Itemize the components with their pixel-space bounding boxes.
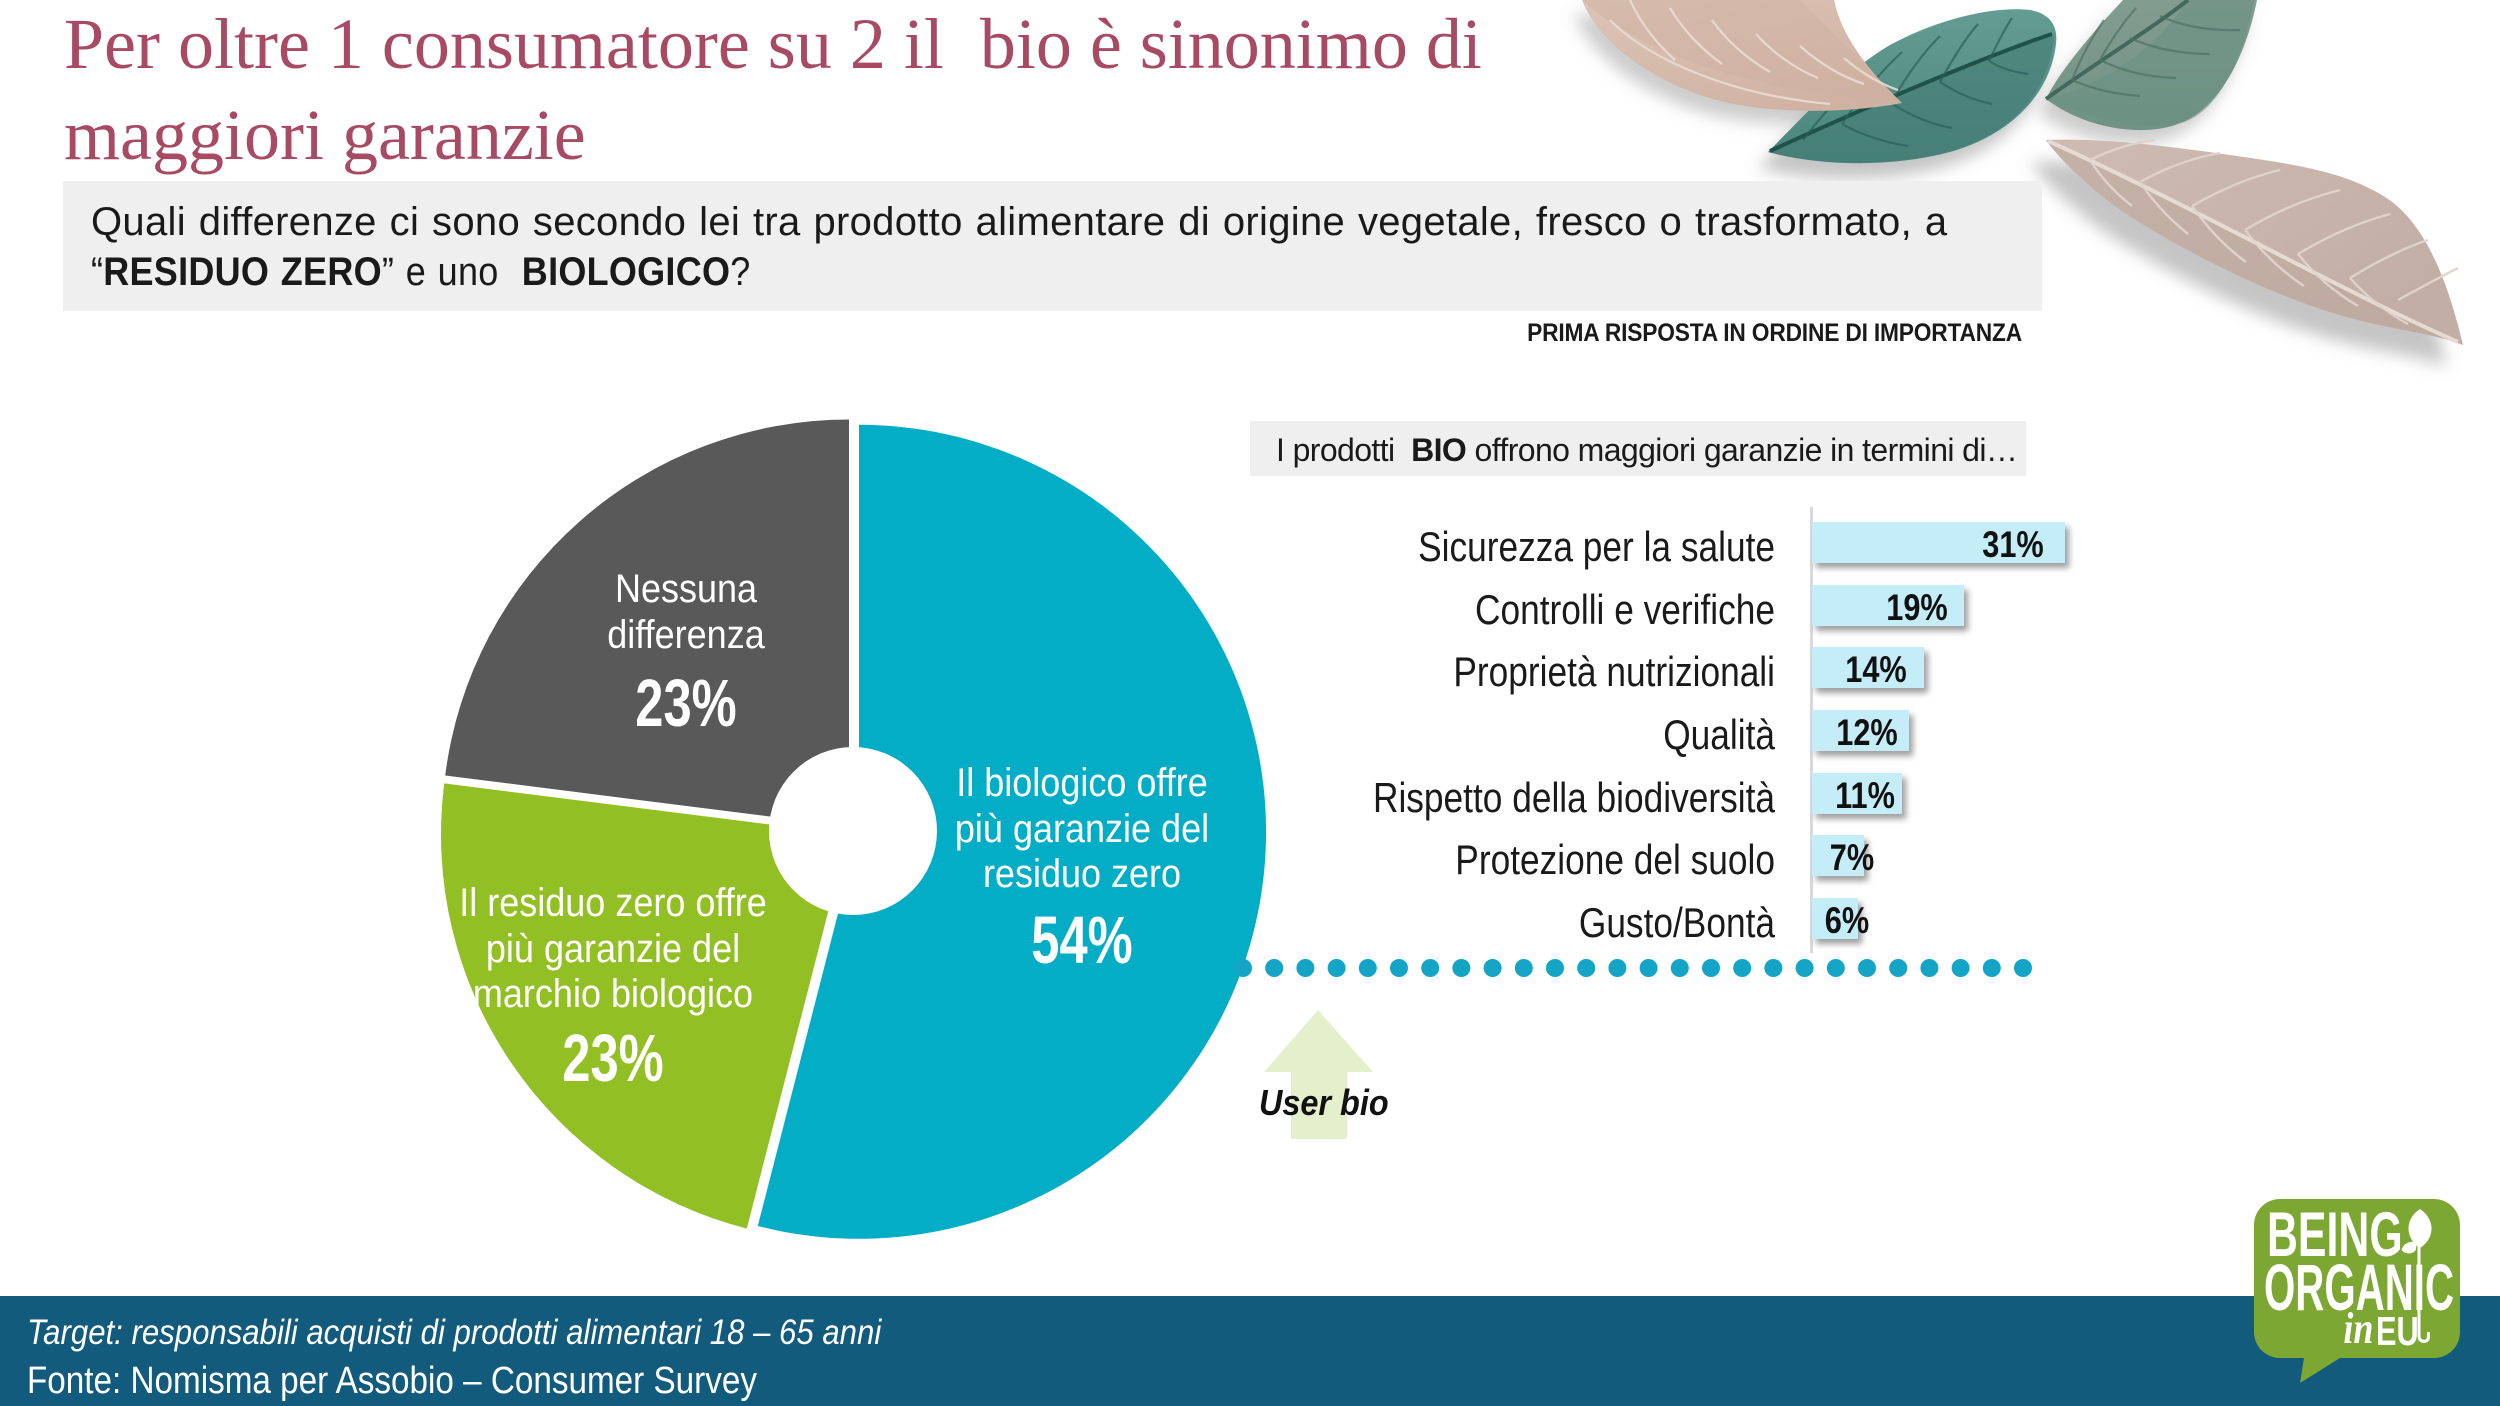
svg-text:ORGANIC: ORGANIC xyxy=(2264,1251,2454,1325)
svg-text:EU: EU xyxy=(2376,1308,2419,1354)
svg-text:BEING: BEING xyxy=(2267,1200,2403,1270)
svg-text:in: in xyxy=(2343,1304,2373,1353)
